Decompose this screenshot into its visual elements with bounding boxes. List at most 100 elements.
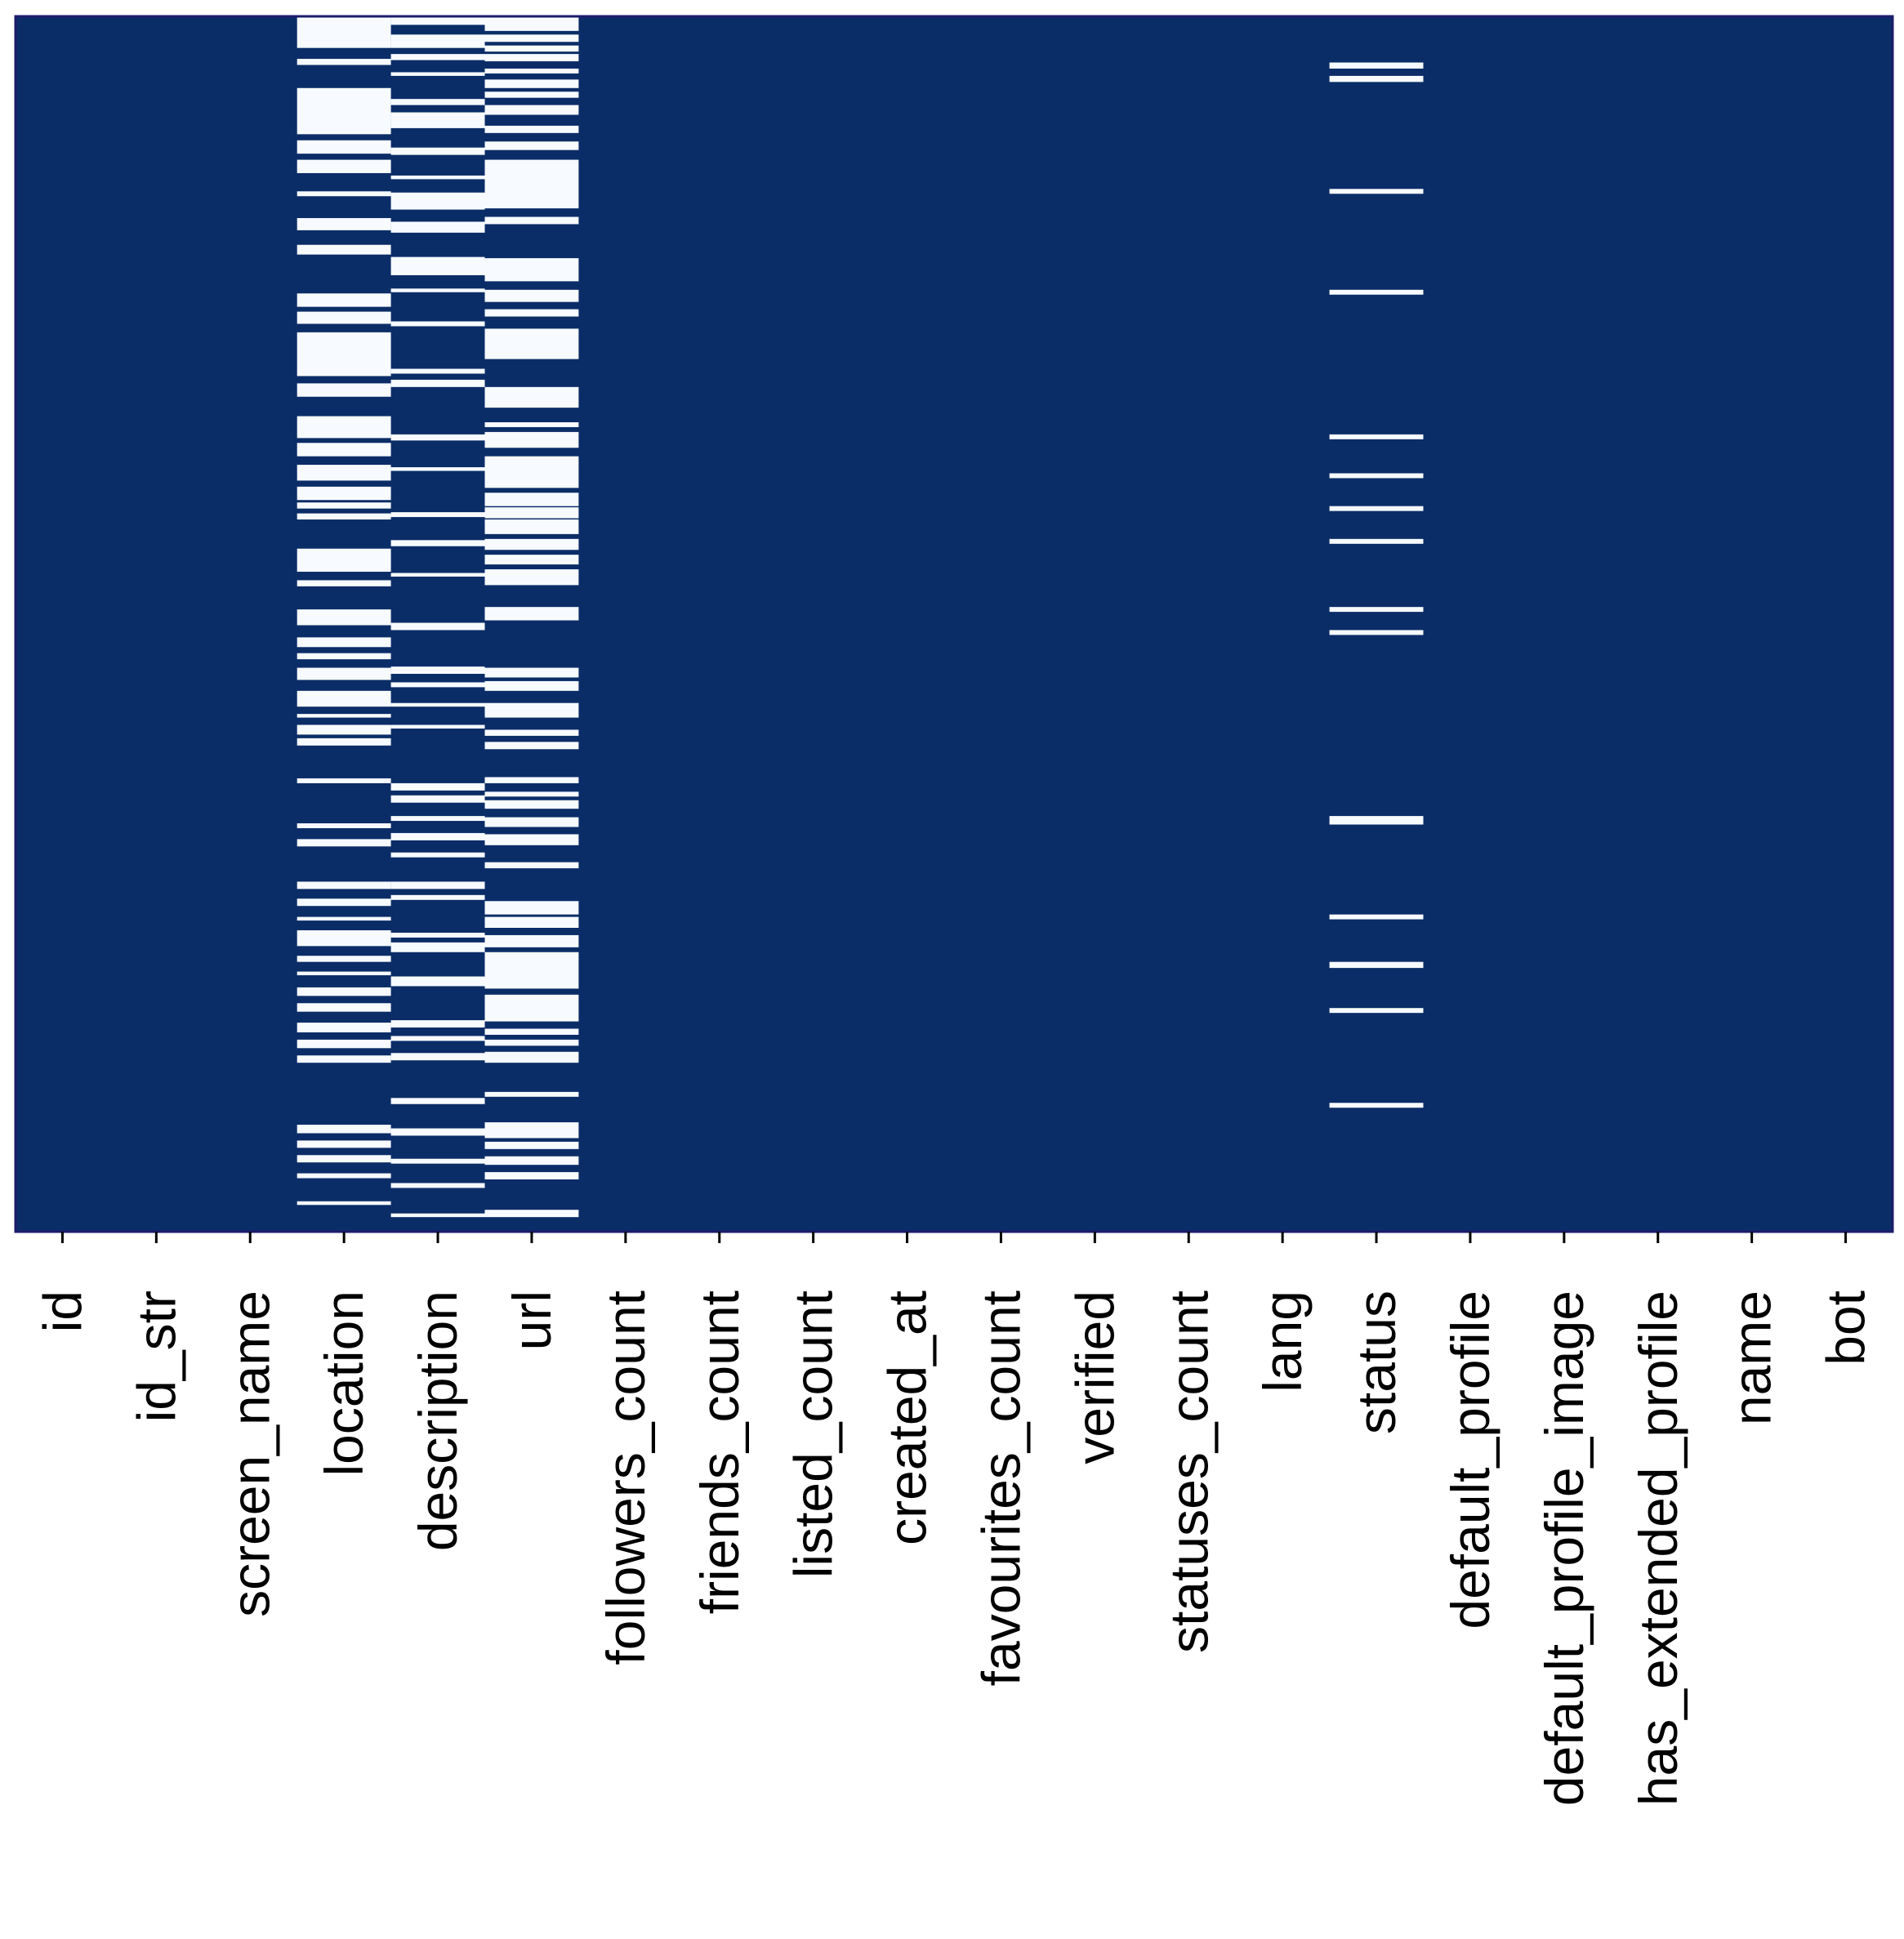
- missing-cell-status-7: [1329, 538, 1424, 544]
- missing-cell-url-51: [484, 1210, 579, 1218]
- missing-cell-url-14: [484, 309, 579, 317]
- missing-cell-description-28: [390, 832, 485, 840]
- missing-cell-location-42: [297, 1125, 391, 1134]
- x-tick-label-description: description: [408, 1290, 468, 1551]
- missing-cell-description-4: [390, 99, 485, 105]
- missing-cell-location-26: [297, 724, 391, 735]
- missing-cell-description-25: [390, 782, 485, 791]
- missing-cell-location-8: [297, 293, 391, 307]
- missing-cell-location-24: [297, 690, 391, 707]
- missing-cell-description-42: [390, 1213, 485, 1218]
- missing-cell-description-7: [390, 175, 485, 180]
- missing-cell-description-16: [390, 467, 485, 471]
- missing-cell-location-36: [297, 971, 391, 976]
- missing-cell-location-45: [297, 1173, 391, 1179]
- missing-cell-location-44: [297, 1155, 391, 1163]
- missing-cell-url-47: [484, 1122, 579, 1139]
- missing-cell-description-1: [390, 34, 485, 48]
- missing-cell-url-18: [484, 431, 579, 448]
- missing-cell-location-4: [297, 159, 391, 173]
- missing-cell-status-11: [1329, 914, 1424, 920]
- missing-cell-status-2: [1329, 189, 1424, 194]
- missing-cell-status-9: [1329, 630, 1424, 635]
- x-tick-label-lang: lang: [1252, 1290, 1313, 1393]
- missing-cell-location-9: [297, 311, 391, 324]
- x-tick-label-bot: bot: [1816, 1290, 1876, 1366]
- missing-cell-url-19: [484, 456, 579, 488]
- missing-cell-url-13: [484, 289, 579, 302]
- missing-cell-location-13: [297, 443, 391, 457]
- missing-cell-location-1: [297, 59, 391, 65]
- missing-cell-description-26: [390, 795, 485, 803]
- x-tick-label-has_extended_profile: has_extended_profile: [1628, 1290, 1688, 1806]
- missing-cell-url-34: [484, 800, 579, 809]
- missing-cell-description-30: [390, 881, 485, 889]
- missing-cell-description-14: [390, 379, 485, 387]
- missing-cell-url-12: [484, 258, 579, 282]
- missing-cell-url-1: [484, 34, 579, 42]
- missing-cell-url-20: [484, 493, 579, 506]
- missing-cell-url-45: [484, 1051, 579, 1063]
- missing-cell-url-8: [484, 125, 579, 133]
- missing-cell-url-49: [484, 1156, 579, 1166]
- missing-cell-url-42: [484, 994, 579, 1022]
- missing-cell-description-8: [390, 192, 485, 210]
- missing-cell-status-4: [1329, 434, 1424, 439]
- missing-cell-location-43: [297, 1140, 391, 1148]
- missing-cell-url-50: [484, 1172, 579, 1180]
- missing-cell-description-37: [390, 1053, 485, 1061]
- missing-cell-location-11: [297, 383, 391, 397]
- x-axis-ticks: [60, 1232, 1848, 1243]
- missing-cell-location-33: [297, 916, 391, 921]
- missing-cell-location-27: [297, 738, 391, 746]
- missing-cell-description-2: [390, 54, 485, 60]
- missing-cell-url-17: [484, 421, 579, 427]
- missing-cell-description-19: [390, 573, 485, 577]
- missing-cell-url-29: [484, 702, 579, 718]
- missing-cell-location-16: [297, 502, 391, 509]
- missing-cell-location-23: [297, 667, 391, 680]
- missing-cell-description-23: [390, 702, 485, 707]
- missing-cell-description-41: [390, 1183, 485, 1188]
- x-tick-label-created_at: created_at: [877, 1290, 938, 1545]
- missing-cell-location-5: [297, 191, 391, 197]
- missing-cell-url-33: [484, 791, 579, 797]
- x-tick-label-statuses_count: statuses_count: [1158, 1290, 1219, 1653]
- x-tick-label-listed_count: listed_count: [783, 1290, 844, 1578]
- missing-cell-description-20: [390, 622, 485, 631]
- missing-cell-location-21: [297, 637, 391, 648]
- missing-cell-description-35: [390, 1020, 485, 1028]
- missing-cell-description-22: [390, 682, 485, 688]
- missing-cell-location-39: [297, 1023, 391, 1032]
- missing-cell-description-40: [390, 1158, 485, 1164]
- x-tick-label-status: status: [1346, 1290, 1407, 1434]
- missing-cell-status-10: [1329, 816, 1424, 825]
- missing-cell-url-48: [484, 1141, 579, 1149]
- missing-cell-description-15: [390, 434, 485, 441]
- x-tick-label-screen_name: screen_name: [220, 1290, 280, 1617]
- missing-cell-location-40: [297, 1039, 391, 1049]
- missing-cell-location-37: [297, 987, 391, 996]
- missing-cell-description-33: [390, 942, 485, 952]
- missing-cell-status-1: [1329, 75, 1424, 82]
- missing-cell-url-4: [484, 68, 579, 74]
- missing-cell-description-21: [390, 666, 485, 675]
- missing-cell-url-32: [484, 777, 579, 783]
- missing-cell-url-6: [484, 91, 579, 98]
- missing-cell-url-26: [484, 607, 579, 621]
- missing-cell-description-39: [390, 1128, 485, 1136]
- missing-cell-description-9: [390, 221, 485, 233]
- x-tick-label-friends_count: friends_count: [689, 1290, 750, 1614]
- missing-cell-description-12: [390, 321, 485, 327]
- missing-cell-url-25: [484, 569, 579, 586]
- missing-cell-location-6: [297, 218, 391, 230]
- missing-cell-status-0: [1329, 62, 1424, 69]
- missing-cell-status-8: [1329, 607, 1424, 613]
- missing-cell-description-11: [390, 288, 485, 292]
- missing-cell-description-34: [390, 976, 485, 987]
- missing-cell-description-31: [390, 894, 485, 900]
- missing-cell-url-9: [484, 141, 579, 150]
- x-tick-label-followers_count: followers_count: [595, 1290, 656, 1665]
